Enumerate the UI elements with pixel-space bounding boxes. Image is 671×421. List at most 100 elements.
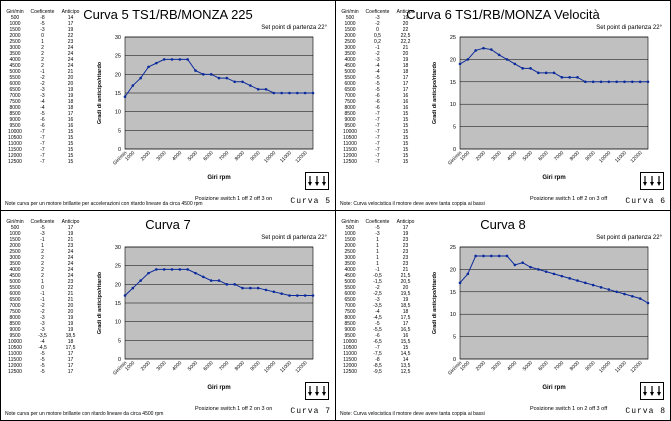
table-cell: -1 — [40, 237, 45, 243]
table-cell: 23 — [402, 249, 409, 255]
x-tick-label: 6000 — [537, 150, 549, 162]
table-cell: -3 — [40, 315, 45, 321]
y-tick-label: 5 — [118, 338, 121, 344]
table-cell: 9000 — [344, 117, 356, 123]
table-cell: -5 — [40, 111, 45, 117]
table-cell: 17 — [67, 363, 74, 369]
switch-arrow — [650, 182, 654, 186]
table-cell: 16 — [402, 93, 409, 99]
x-axis-label: Giri rpm — [542, 175, 565, 181]
data-point — [505, 58, 509, 61]
y-tick-label: 25 — [115, 264, 121, 270]
table-cell: 8000 — [9, 315, 21, 321]
table-row: 11000 -7 15 — [3, 141, 83, 147]
table-cell: -1 — [40, 297, 45, 303]
data-point — [584, 281, 587, 285]
table-cell: 2500 — [9, 249, 21, 255]
switch-diagram-icon — [308, 386, 326, 396]
table-cell: 22 — [402, 27, 409, 33]
data-point — [162, 268, 166, 271]
data-point — [521, 261, 524, 264]
table-row: 11500 -8 14 — [338, 357, 418, 363]
data-point — [646, 301, 650, 305]
table-header-cell: Giri/min — [341, 9, 359, 15]
table-cell: -4 — [375, 69, 380, 75]
table-cell: 9000 — [344, 327, 356, 333]
table-row: 7500 -2 20 — [3, 309, 83, 315]
table-row: 9000 -6 16 — [3, 117, 83, 123]
table-row: 4500 2 24 — [3, 273, 83, 279]
table-cell: -6 — [375, 93, 380, 99]
table-cell: -6 — [40, 117, 45, 123]
table-cell: -7 — [40, 135, 45, 141]
data-table: Giri/min Coeficente Anticipo 500 -5 17 1000 -3 1… — [338, 219, 418, 375]
data-point — [288, 91, 291, 95]
table-row: 500 -3 19 — [338, 15, 418, 21]
data-point — [638, 297, 642, 300]
table-row: 5000 -1 21 — [3, 69, 83, 75]
x-tick-label: 2000 — [140, 360, 152, 372]
table-row: 6000 -2 20 — [3, 81, 83, 87]
table-cell: 2 — [41, 261, 44, 267]
table-cell: 23 — [402, 261, 409, 267]
table-cell: 7500 — [9, 99, 21, 105]
table-row: 2500 1 23 — [3, 39, 83, 45]
table-cell: -1 — [375, 45, 380, 51]
table-header-row: Giri/min Coeficente Anticipo — [338, 9, 418, 15]
table-row: 12000 -5 17 — [3, 363, 83, 369]
table-row: 6500 -3 19 — [338, 297, 418, 303]
table-cell: -6,5 — [373, 339, 382, 345]
data-point — [194, 271, 197, 275]
x-tick-label: 12000 — [630, 150, 644, 164]
data-point — [233, 283, 236, 286]
table-cell: -3 — [375, 57, 380, 63]
table-cell: -8,5 — [373, 363, 382, 369]
x-tick-label: 12000 — [295, 360, 309, 374]
table-cell: 12,5 — [400, 369, 411, 375]
table-cell: -3,5 — [373, 303, 382, 309]
table-cell: 9500 — [344, 333, 356, 339]
table-row: 5500 -2 20 — [3, 75, 83, 81]
y-tick-label: 25 — [450, 35, 456, 41]
table-cell: 20 — [67, 303, 74, 309]
y-tick-label: 15 — [450, 80, 456, 86]
table-cell: 5500 — [344, 75, 356, 81]
table-cell: -2 — [40, 75, 45, 81]
table-row: 1500 -1 21 — [3, 237, 83, 243]
table-cell: 16,5 — [400, 327, 411, 333]
table-cell: -5 — [375, 81, 380, 87]
table-cell: 9000 — [9, 117, 21, 123]
table-cell: -7 — [375, 147, 380, 153]
panel-title: Curva 8 — [480, 217, 526, 232]
table-cell: -2 — [375, 285, 380, 291]
table-cell: 21 — [67, 69, 74, 75]
x-tick-label: 6000 — [202, 150, 214, 162]
table-cell: -5 — [375, 75, 380, 81]
table-cell: 12500 — [343, 369, 357, 375]
table-cell: 12000 — [8, 153, 22, 159]
table-cell: 1000 — [344, 21, 356, 27]
data-point — [513, 263, 517, 267]
table-cell: 20 — [67, 81, 74, 87]
table-row: 6500 -3 19 — [3, 87, 83, 93]
table-cell: 22 — [67, 285, 74, 291]
table-cell: 15 — [67, 135, 74, 141]
table-row: 4500 -0,5 21,5 — [338, 273, 418, 279]
table-row: 6000 -1 21 — [3, 291, 83, 297]
table-cell: 1 — [41, 279, 44, 285]
table-cell: -4 — [40, 105, 45, 111]
data-point — [552, 71, 556, 75]
table-row: 4500 -4 18 — [338, 63, 418, 69]
table-cell: 500 — [345, 15, 355, 21]
chart-panel: Curva 7 Set point di partenza 22° Giri/min… — [0, 210, 336, 421]
table-cell: 19,5 — [400, 291, 411, 297]
y-tick-label: 25 — [450, 245, 456, 251]
data-point — [591, 80, 595, 84]
table-cell: -5,5 — [373, 327, 382, 333]
plot-area — [459, 36, 649, 150]
data-point — [162, 58, 166, 61]
panel-title: Curva 6 TS1/RB/MONZA Velocità — [406, 7, 600, 22]
table-cell: 17,5 — [65, 345, 76, 351]
table-cell: 21 — [402, 267, 409, 273]
